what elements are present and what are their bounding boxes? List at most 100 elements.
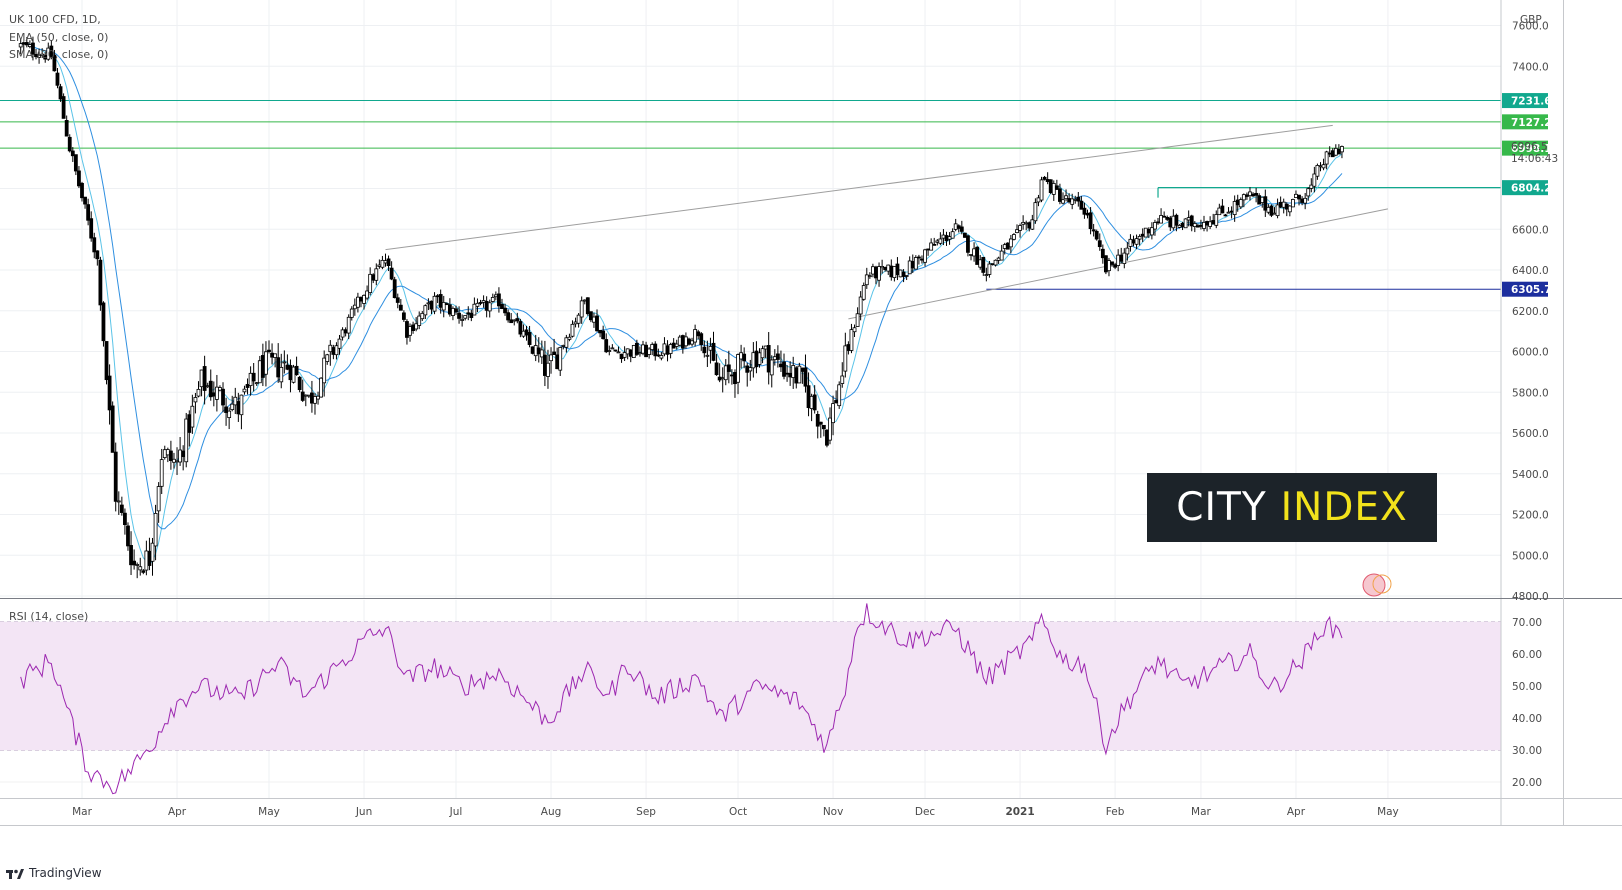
candle-body [647, 348, 652, 355]
candle-body [969, 254, 973, 256]
price-tick-label: 5800.0 [1512, 387, 1549, 399]
candle-body [1134, 238, 1139, 245]
candle-body [533, 345, 538, 357]
candle-body [469, 312, 474, 318]
candle-body [1005, 242, 1010, 250]
candle-body [650, 344, 655, 351]
candle-body [92, 237, 97, 253]
candle-body [757, 352, 762, 365]
price-tick-label: 5000.0 [1512, 550, 1549, 562]
time-tick-label: Mar [1191, 806, 1211, 818]
candle-body [383, 260, 388, 264]
candle-body [153, 512, 158, 547]
price-tick-label: 5400.0 [1512, 469, 1549, 481]
candle-body [475, 302, 480, 307]
candle-body [1324, 151, 1329, 165]
candle-body [1128, 238, 1133, 247]
candle-body [401, 312, 406, 320]
candle-body [1042, 176, 1047, 180]
candle-body [1061, 199, 1065, 204]
candle-body [665, 345, 670, 355]
candle-body [1165, 216, 1170, 220]
candle-body [1312, 173, 1317, 187]
candle-body [843, 345, 848, 372]
candle-body [374, 268, 379, 281]
price-tick-label: 7600.0 [1512, 21, 1549, 33]
candle-body [1054, 185, 1059, 190]
price-tick-label: 5600.0 [1512, 428, 1549, 440]
price-tag-label: 7231.6 [1511, 96, 1552, 108]
tradingview-label: TradingView [29, 866, 102, 880]
candle-body [80, 182, 84, 199]
candle-body [751, 352, 756, 369]
candle-body [1266, 206, 1271, 213]
candle-body [282, 361, 287, 364]
candle-body [684, 336, 688, 347]
candle-body [98, 259, 103, 306]
events-badge-icon[interactable] [1362, 573, 1392, 597]
candle-body [1030, 219, 1035, 230]
candle-body [996, 257, 1001, 261]
candle-body [1238, 199, 1243, 208]
candle-body [270, 352, 274, 358]
candle-body [493, 294, 498, 298]
candle-body [818, 421, 823, 425]
candle-body [641, 344, 645, 354]
candle-body [460, 318, 465, 321]
candle-body [101, 302, 106, 342]
candle-body [444, 303, 449, 305]
candle-body [579, 300, 584, 318]
candle-body [803, 367, 808, 387]
last-price-label: 6996.5 [1511, 141, 1548, 153]
candle-body [1248, 191, 1252, 197]
rsi-axis[interactable]: 20.00 30.00 40.00 50.00 60.00 70.00 [1512, 617, 1542, 789]
candle-body [1137, 235, 1142, 240]
candle-body [662, 343, 667, 355]
candle-body [343, 329, 348, 334]
candle-body [763, 345, 768, 350]
candle-body [478, 302, 483, 304]
time-axis[interactable]: Mar Apr May Jun Jul Aug Sep Oct Nov Dec 2021 Feb Mar… [72, 806, 1399, 818]
candle-body [555, 354, 560, 370]
tradingview-brand[interactable]: TradingView [6, 866, 102, 880]
candle-body [386, 258, 391, 267]
candle-body [73, 154, 78, 172]
candle-body [613, 349, 618, 352]
time-tick-label: May [1377, 806, 1399, 818]
candle-body [395, 297, 400, 303]
candle-body [1027, 222, 1032, 229]
candle-body [497, 293, 501, 307]
candle-body [463, 315, 468, 319]
candle-body [150, 542, 155, 562]
candles [18, 36, 1344, 579]
time-tick-label: Jun [355, 806, 372, 818]
city-index-logo: CITY INDEX [1147, 473, 1437, 542]
candle-body [18, 43, 23, 48]
candle-body [285, 364, 290, 370]
candle-body [993, 259, 998, 266]
candle-body [978, 259, 983, 268]
candle-body [451, 307, 455, 316]
candle-body [601, 330, 606, 340]
candle-body [1076, 196, 1081, 202]
candle-body [512, 319, 517, 322]
candle-body [1082, 207, 1087, 215]
candle-body [631, 345, 636, 358]
candle-body [214, 386, 219, 400]
price-tick-label: 6600.0 [1512, 224, 1549, 236]
candle-body [297, 376, 302, 391]
candle-body [1309, 184, 1314, 189]
candle-body [1287, 205, 1292, 213]
candle-body [506, 312, 511, 321]
price-tag [1502, 140, 1548, 156]
candle-body [858, 296, 863, 315]
candle-body [135, 564, 140, 566]
candle-body [509, 319, 514, 324]
candle-body [368, 273, 373, 293]
candle-body [144, 550, 149, 571]
candle-body [211, 392, 216, 397]
candle-body [365, 290, 369, 299]
candle-body [524, 329, 529, 336]
price-tick-label: 5200.0 [1512, 510, 1549, 522]
